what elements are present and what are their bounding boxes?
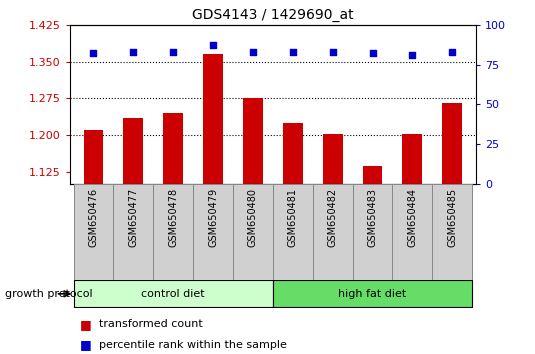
Text: transformed count: transformed count: [99, 319, 203, 329]
Text: GSM650483: GSM650483: [368, 188, 378, 247]
Point: [209, 42, 217, 48]
Text: GSM650479: GSM650479: [208, 188, 218, 247]
Bar: [273, 184, 313, 280]
Point: [249, 49, 257, 55]
Bar: [113, 184, 153, 280]
Text: ■: ■: [80, 338, 92, 351]
Text: ■: ■: [80, 318, 92, 331]
Text: growth protocol: growth protocol: [5, 289, 93, 299]
Point: [448, 49, 456, 55]
Point: [408, 52, 417, 58]
Bar: [313, 184, 353, 280]
Bar: [233, 184, 273, 280]
Bar: [73, 184, 113, 280]
Bar: [363, 166, 383, 184]
Bar: [273, 280, 472, 307]
Text: GSM650476: GSM650476: [88, 188, 98, 247]
Text: GSM650480: GSM650480: [248, 188, 258, 247]
Text: GSM650485: GSM650485: [447, 188, 457, 247]
Bar: [393, 184, 432, 280]
Point: [368, 51, 377, 56]
Text: GSM650482: GSM650482: [327, 188, 338, 247]
Point: [288, 49, 297, 55]
Text: GSM650478: GSM650478: [168, 188, 178, 247]
Bar: [73, 280, 273, 307]
Bar: [163, 113, 183, 184]
Bar: [203, 54, 223, 184]
Bar: [283, 123, 303, 184]
Bar: [353, 184, 393, 280]
Bar: [193, 184, 233, 280]
Point: [169, 49, 178, 55]
Bar: [323, 134, 342, 184]
Point: [328, 49, 337, 55]
Bar: [442, 103, 462, 184]
Bar: [124, 118, 143, 184]
Text: GSM650477: GSM650477: [128, 188, 139, 247]
Text: control diet: control diet: [141, 289, 205, 299]
Bar: [243, 98, 263, 184]
Point: [89, 51, 98, 56]
Title: GDS4143 / 1429690_at: GDS4143 / 1429690_at: [192, 8, 354, 22]
Text: GSM650484: GSM650484: [407, 188, 417, 247]
Bar: [153, 184, 193, 280]
Bar: [83, 130, 103, 184]
Text: GSM650481: GSM650481: [288, 188, 298, 247]
Point: [129, 49, 137, 55]
Text: high fat diet: high fat diet: [338, 289, 407, 299]
Text: percentile rank within the sample: percentile rank within the sample: [99, 340, 287, 350]
Bar: [402, 134, 422, 184]
Bar: [432, 184, 472, 280]
